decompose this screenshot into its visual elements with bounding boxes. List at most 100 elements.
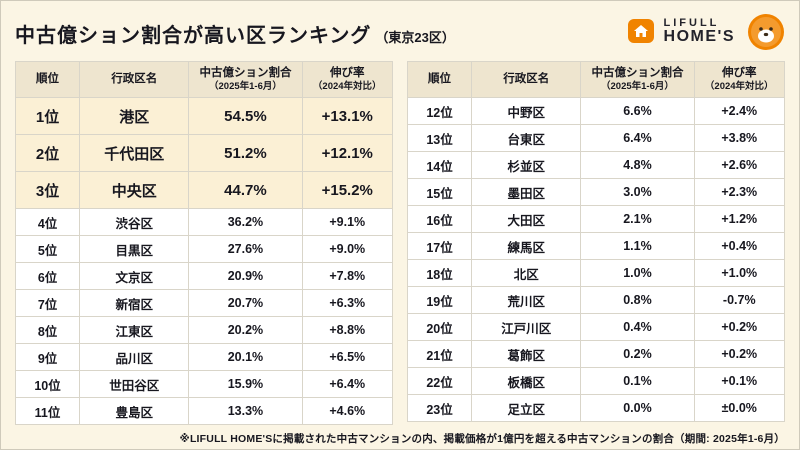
lifull-house-icon — [627, 16, 657, 49]
rank-cell: 17位 — [406, 232, 473, 260]
ratio-cell: 36.2% — [188, 208, 303, 236]
growth-cell: +4.6% — [301, 397, 393, 425]
ranking-table-right: 順位 行政区名 中古億ション割合 （2025年1-6月） 伸び率 （2024年対… — [406, 61, 785, 422]
growth-cell: +1.0% — [693, 259, 785, 287]
homes-wordmark: HOME'S — [663, 28, 735, 46]
growth-cell: +2.6% — [693, 151, 785, 179]
ward-cell: 台東区 — [471, 124, 582, 152]
ward-cell: 豊島区 — [79, 397, 190, 425]
growth-cell: +15.2% — [301, 171, 393, 209]
rank-cell: 13位 — [406, 124, 473, 152]
ward-cell: 足立区 — [471, 394, 582, 422]
lifull-homes-logo: LIFULL HOME'S — [627, 16, 735, 49]
ranking-table-left-box: 順位 行政区名 中古億ション割合 （2025年1-6月） 伸び率 （2024年対… — [14, 61, 393, 425]
ward-cell: 港区 — [79, 97, 190, 135]
rank-cell: 8位 — [14, 316, 81, 344]
table-row: 1位 港区 54.5% +13.1% — [14, 97, 393, 135]
ratio-cell: 44.7% — [188, 171, 303, 209]
ward-cell: 練馬区 — [471, 232, 582, 260]
ward-cell: 品川区 — [79, 343, 190, 371]
ratio-cell: 6.6% — [580, 97, 695, 125]
table-row: 17位 練馬区 1.1% +0.4% — [406, 232, 785, 260]
footnote: ※LIFULL HOME'Sに掲載された中古マンションの内、掲載価格が1億円を超… — [179, 433, 785, 445]
header-bar: 中古億ション割合が高い区ランキング （東京23区） LIFULL HOME'S — [15, 11, 785, 57]
table-row: 9位 品川区 20.1% +6.5% — [14, 343, 393, 371]
table-row: 3位 中央区 44.7% +15.2% — [14, 171, 393, 209]
rank-cell: 7位 — [14, 289, 81, 317]
rank-cell: 12位 — [406, 97, 473, 125]
growth-cell: +0.4% — [693, 232, 785, 260]
col-header-rank: 順位 — [406, 61, 473, 98]
table-row: 20位 江戸川区 0.4% +0.2% — [406, 313, 785, 341]
table-row: 11位 豊島区 13.3% +4.6% — [14, 397, 393, 425]
table-row: 14位 杉並区 4.8% +2.6% — [406, 151, 785, 179]
table-header-row: 順位 行政区名 中古億ション割合 （2025年1-6月） 伸び率 （2024年対… — [406, 61, 785, 98]
growth-cell: +9.1% — [301, 208, 393, 236]
ward-cell: 北区 — [471, 259, 582, 287]
lifull-logo-text: LIFULL HOME'S — [663, 16, 735, 46]
ratio-cell: 20.1% — [188, 343, 303, 371]
rank-cell: 14位 — [406, 151, 473, 179]
table-row: 6位 文京区 20.9% +7.8% — [14, 262, 393, 290]
ward-cell: 文京区 — [79, 262, 190, 290]
rank-cell: 5位 — [14, 235, 81, 263]
title-text: 中古億ション割合が高い区ランキング — [15, 25, 372, 47]
col-header-growth: 伸び率 （2024年対比） — [301, 61, 393, 98]
ward-cell: 荒川区 — [471, 286, 582, 314]
rank-cell: 18位 — [406, 259, 473, 287]
ward-cell: 世田谷区 — [79, 370, 190, 398]
ranking-table-left: 順位 行政区名 中古億ション割合 （2025年1-6月） 伸び率 （2024年対… — [14, 61, 393, 425]
growth-cell: +6.3% — [301, 289, 393, 317]
ratio-cell: 3.0% — [580, 178, 695, 206]
growth-cell: +2.3% — [693, 178, 785, 206]
ward-cell: 目黒区 — [79, 235, 190, 263]
col-header-growth: 伸び率 （2024年対比） — [693, 61, 785, 98]
ward-cell: 江東区 — [79, 316, 190, 344]
growth-cell: +6.4% — [301, 370, 393, 398]
ward-cell: 中央区 — [79, 171, 190, 209]
ratio-cell: 0.0% — [580, 394, 695, 422]
ward-cell: 江戸川区 — [471, 313, 582, 341]
growth-cell: +9.0% — [301, 235, 393, 263]
col-header-ratio: 中古億ション割合 （2025年1-6月） — [188, 61, 303, 98]
rank-cell: 16位 — [406, 205, 473, 233]
table-row: 21位 葛飾区 0.2% +0.2% — [406, 340, 785, 368]
table-row: 12位 中野区 6.6% +2.4% — [406, 97, 785, 125]
table-row: 8位 江東区 20.2% +8.8% — [14, 316, 393, 344]
ratio-cell: 13.3% — [188, 397, 303, 425]
table-row: 13位 台東区 6.4% +3.8% — [406, 124, 785, 152]
ward-cell: 杉並区 — [471, 151, 582, 179]
ratio-cell: 15.9% — [188, 370, 303, 398]
growth-cell: ±0.0% — [693, 394, 785, 422]
lifull-wordmark: LIFULL — [663, 16, 720, 29]
rank-cell: 1位 — [14, 97, 81, 135]
ratio-cell: 6.4% — [580, 124, 695, 152]
table-row: 4位 渋谷区 36.2% +9.1% — [14, 208, 393, 236]
table-row: 22位 板橋区 0.1% +0.1% — [406, 367, 785, 395]
growth-cell: +0.2% — [693, 340, 785, 368]
table-row: 5位 目黒区 27.6% +9.0% — [14, 235, 393, 263]
rank-cell: 4位 — [14, 208, 81, 236]
ratio-cell: 1.0% — [580, 259, 695, 287]
growth-cell: +6.5% — [301, 343, 393, 371]
table-row: 16位 大田区 2.1% +1.2% — [406, 205, 785, 233]
ratio-cell: 1.1% — [580, 232, 695, 260]
rank-cell: 11位 — [14, 397, 81, 425]
ratio-cell: 0.2% — [580, 340, 695, 368]
ward-cell: 墨田区 — [471, 178, 582, 206]
table-row: 7位 新宿区 20.7% +6.3% — [14, 289, 393, 317]
ratio-cell: 0.1% — [580, 367, 695, 395]
table-header-row: 順位 行政区名 中古億ション割合 （2025年1-6月） 伸び率 （2024年対… — [14, 61, 393, 98]
growth-cell: +8.8% — [301, 316, 393, 344]
growth-cell: -0.7% — [693, 286, 785, 314]
ratio-cell: 20.9% — [188, 262, 303, 290]
rank-cell: 20位 — [406, 313, 473, 341]
ranking-table-right-box: 順位 行政区名 中古億ション割合 （2025年1-6月） 伸び率 （2024年対… — [406, 61, 785, 425]
rank-cell: 9位 — [14, 343, 81, 371]
rank-cell: 2位 — [14, 134, 81, 172]
ratio-cell: 27.6% — [188, 235, 303, 263]
ratio-cell: 51.2% — [188, 134, 303, 172]
ratio-cell: 54.5% — [188, 97, 303, 135]
col-header-ward: 行政区名 — [471, 61, 582, 98]
